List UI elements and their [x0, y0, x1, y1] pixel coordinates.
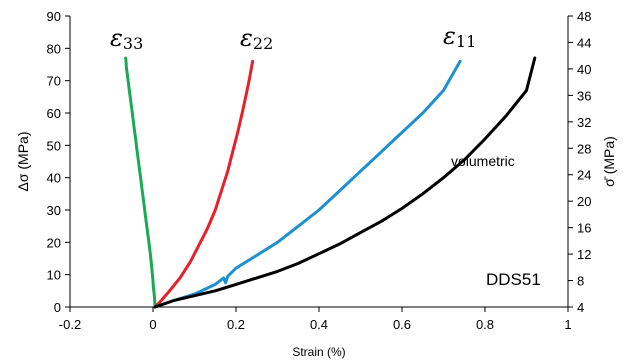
y2-tick-label: 36	[577, 88, 591, 103]
y2-axis-title: σ̄ (MPa)	[601, 136, 617, 187]
y-tick-label: 90	[47, 9, 61, 24]
x-tick-label: 1	[564, 317, 571, 332]
series-line-33	[124, 56, 157, 309]
y2-tick-label: 24	[577, 168, 591, 183]
x-tick-label: -0.2	[59, 317, 81, 332]
y-tick-label: 80	[47, 41, 61, 56]
specimen-label: DDS51	[486, 270, 541, 289]
series-layer	[124, 56, 537, 309]
x-axis-title: Strain (%)	[292, 345, 345, 359]
y-tick-label: 50	[47, 138, 61, 153]
y-tick-label: 30	[47, 203, 61, 218]
x-tick-label: 0.6	[393, 317, 411, 332]
y-tick-label: 10	[47, 268, 61, 283]
y2-tick-label: 48	[577, 9, 591, 24]
y2-tick-label: 28	[577, 141, 591, 156]
series-label: ε22	[240, 24, 273, 53]
series-line-volumetric	[153, 56, 537, 309]
series-label: ε33	[110, 24, 143, 53]
y2-tick-label: 16	[577, 221, 591, 236]
x-tick-label: 0.4	[310, 317, 328, 332]
x-tick-label: 0	[149, 317, 156, 332]
y-axis-title: Δσ (MPa)	[15, 132, 31, 192]
x-tick-label: 0.8	[476, 317, 494, 332]
chart-labels: Strain (%) Δσ (MPa) σ̄ (MPa) ε33 ε22 ε11 volum…	[15, 22, 617, 359]
y-tick-label: 0	[54, 300, 61, 315]
volumetric-label: volumetric	[451, 153, 515, 169]
y2-tick-label: 8	[577, 274, 584, 289]
y2-tick-label: 4	[577, 300, 584, 315]
y-tick-label: 20	[47, 235, 61, 250]
y2-tick-label: 40	[577, 62, 591, 77]
x-tick-label: 0.2	[227, 317, 245, 332]
series-line-22	[153, 59, 255, 309]
y-tick-label: 60	[47, 106, 61, 121]
series-label: ε11	[443, 22, 476, 51]
y2-tick-label: 12	[577, 247, 591, 262]
series-line-11	[153, 59, 462, 309]
y2-tick-label: 44	[577, 35, 591, 50]
y-tick-label: 40	[47, 171, 61, 186]
y-tick-label: 70	[47, 74, 61, 89]
y2-tick-label: 20	[577, 194, 591, 209]
chart-axes: -0.2 0 0.2 0.4 0.6 0.8 10102030405060708090481…	[47, 9, 592, 332]
y2-tick-label: 32	[577, 115, 591, 130]
